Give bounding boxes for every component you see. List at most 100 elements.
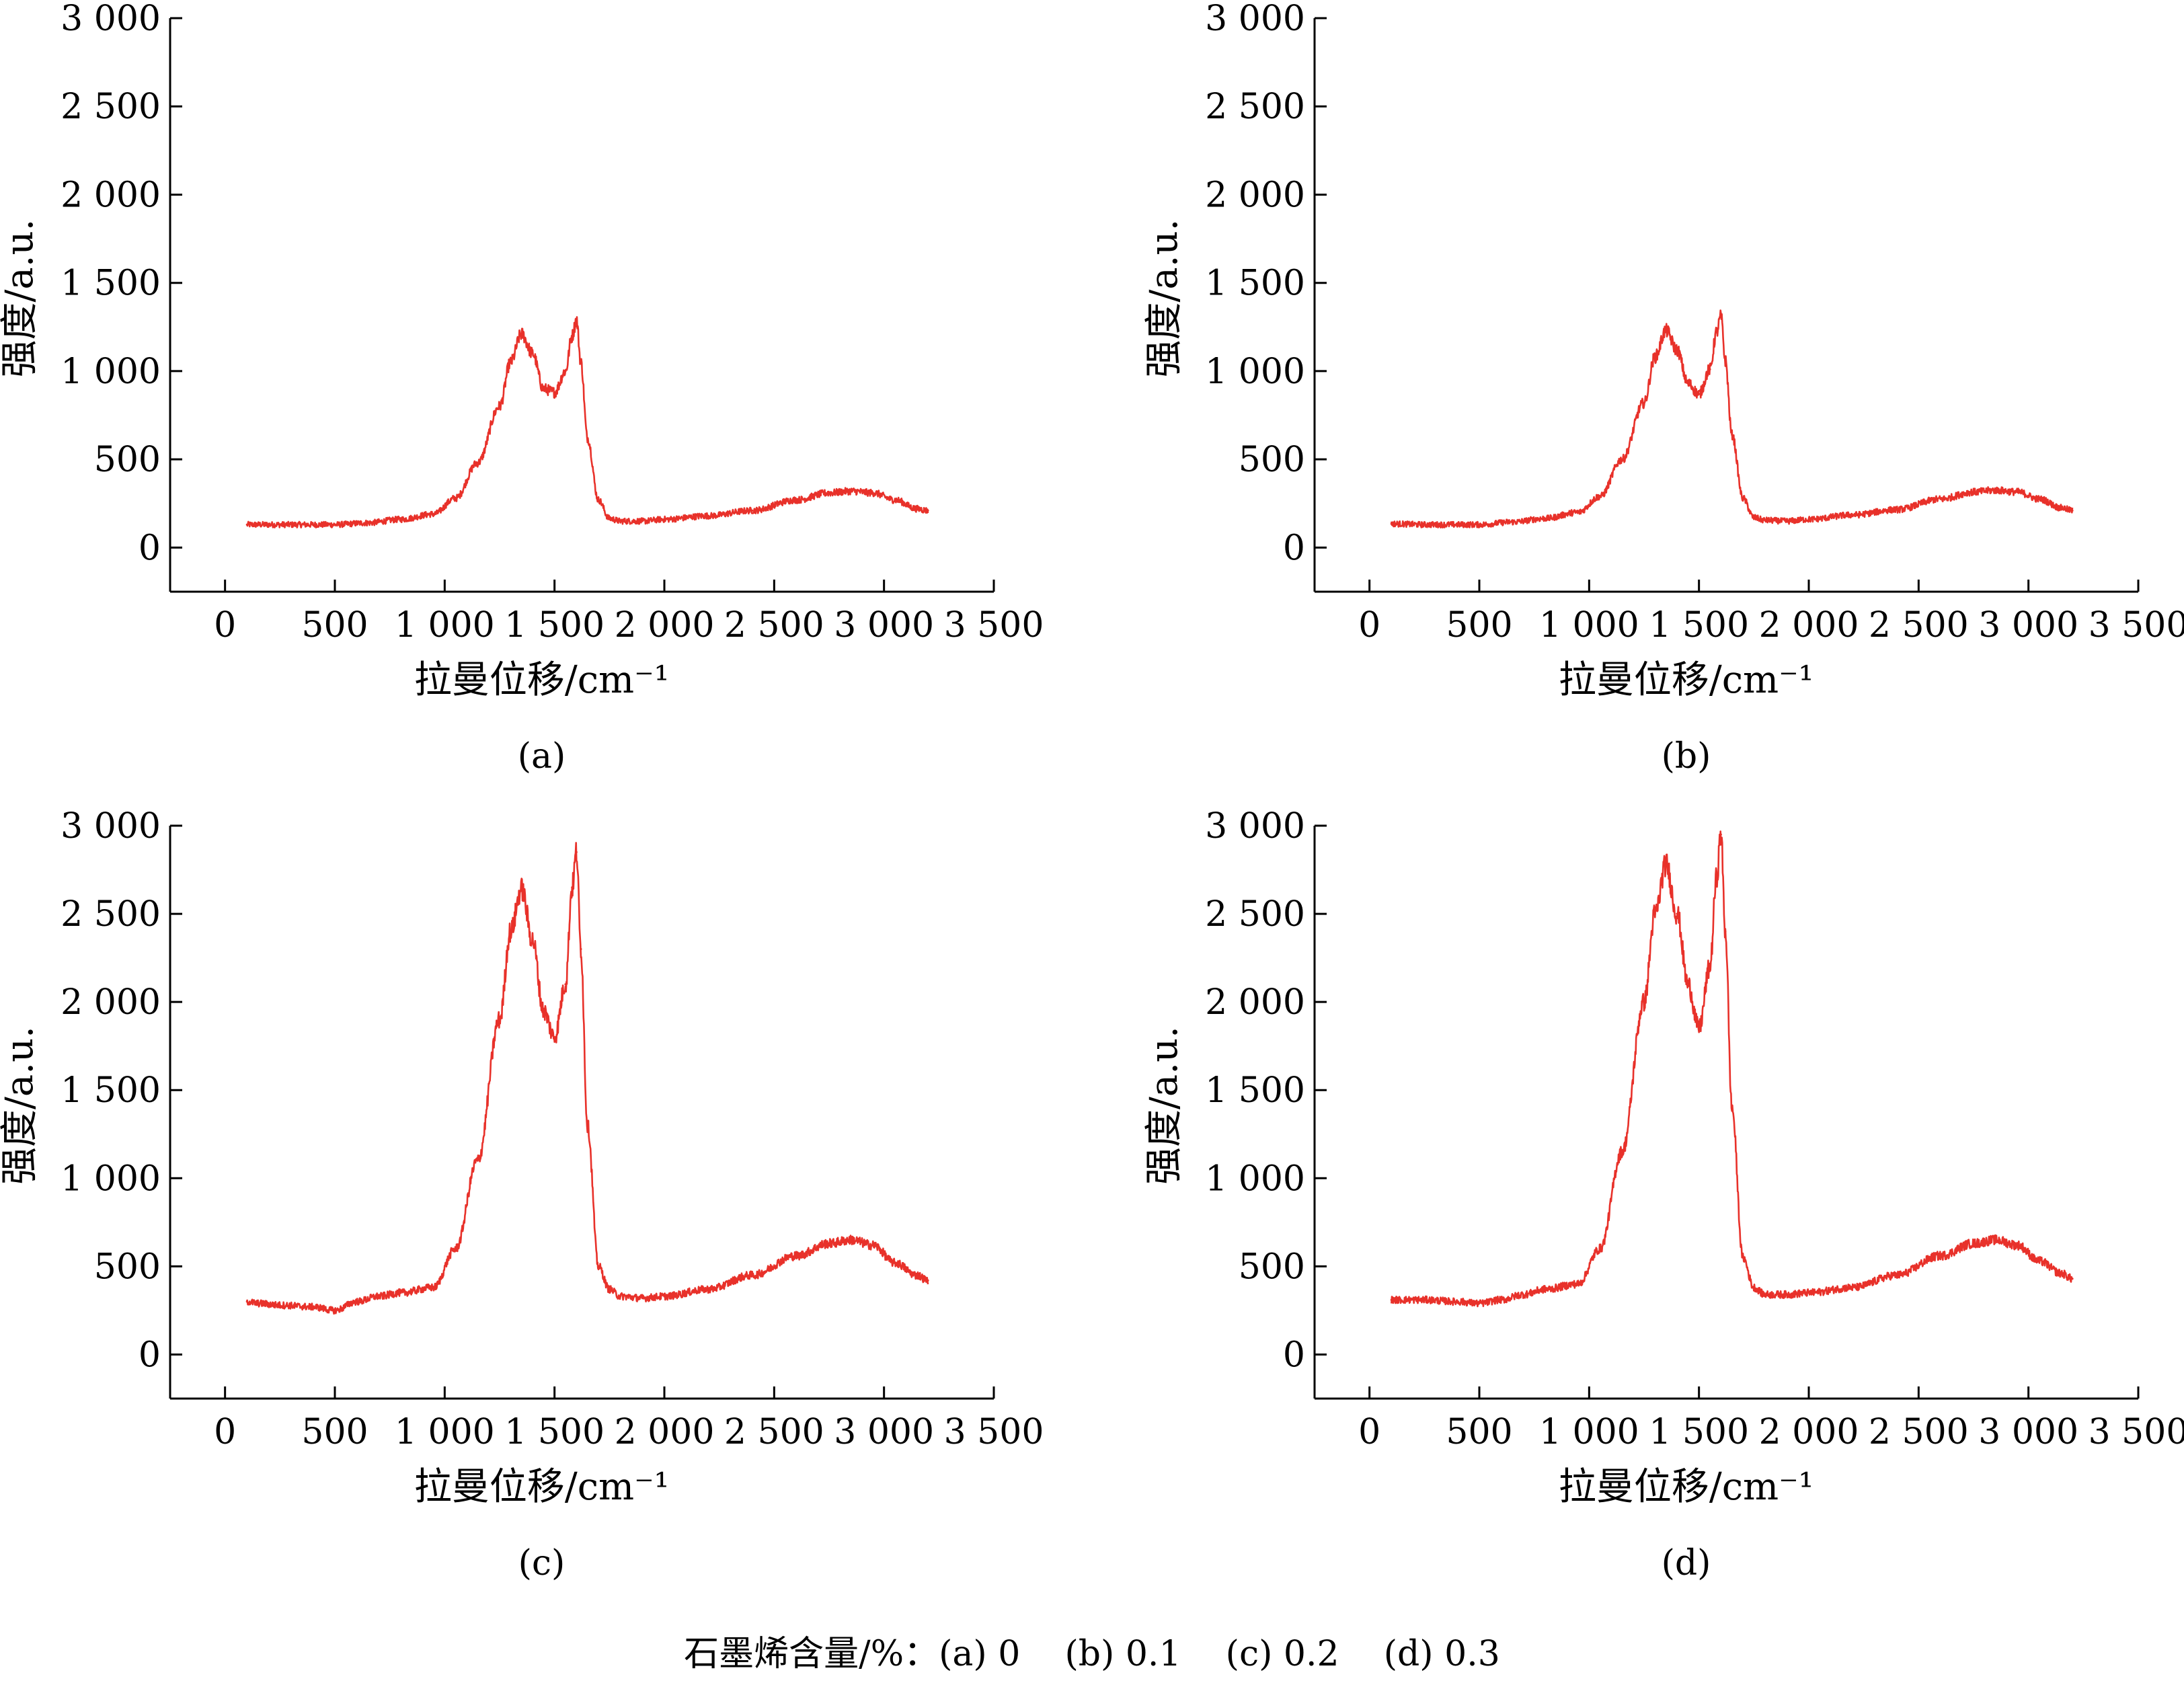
data-point <box>1686 983 1689 986</box>
data-point <box>871 1244 874 1247</box>
y-tick-label: 1 000 <box>61 1159 161 1199</box>
x-tick-label: 0 <box>1358 605 1380 645</box>
data-point <box>1719 833 1722 836</box>
data-point <box>553 391 556 394</box>
panel-label: (d) <box>1662 1543 1711 1583</box>
data-point <box>571 334 574 337</box>
data-point <box>597 1265 600 1267</box>
data-point <box>1665 329 1668 332</box>
data-point <box>1752 516 1755 519</box>
x-tick-label: 3 000 <box>834 605 934 645</box>
x-axis-title: 拉曼位移/cm⁻¹ <box>1559 1465 1814 1509</box>
data-point <box>1653 912 1656 915</box>
y-axis-title: 强度/a.u. <box>0 219 42 378</box>
y-axis-title: 强度/a.u. <box>1142 1026 1186 1185</box>
x-tick-label: 1 000 <box>395 1412 495 1452</box>
y-tick-label: 0 <box>139 528 161 568</box>
y-tick-label: 2 000 <box>61 982 161 1023</box>
data-point <box>894 498 896 502</box>
x-tick-label: 2 000 <box>615 605 715 645</box>
data-point <box>1621 458 1623 461</box>
data-point <box>1994 489 1997 492</box>
data-point <box>575 319 578 321</box>
data-point <box>311 523 314 526</box>
data-point <box>1665 863 1668 866</box>
y-tick-label: 1 500 <box>61 1070 161 1111</box>
data-point <box>575 851 578 853</box>
data-point <box>1994 1239 1997 1241</box>
data-point <box>1807 518 1810 521</box>
x-tick-label: 3 000 <box>1978 605 2078 645</box>
data-point <box>509 930 512 933</box>
data-point <box>1719 315 1722 318</box>
figure-caption: 石墨烯含量/%：(a) 0 (b) 0.1 (c) 0.2 (d) 0.3 <box>0 1627 2184 1681</box>
data-point <box>1715 877 1718 880</box>
data-point <box>707 514 709 517</box>
x-tick-label: 2 000 <box>1759 1412 1859 1452</box>
data-point <box>850 1239 853 1241</box>
y-tick-label: 2 000 <box>1205 982 1305 1023</box>
x-axis-title: 拉曼位移/cm⁻¹ <box>414 658 669 702</box>
data-point <box>1423 1298 1426 1301</box>
data-point <box>571 886 574 889</box>
data-point <box>580 361 582 364</box>
data-point <box>871 492 874 494</box>
data-point <box>1500 1298 1503 1301</box>
data-point <box>1544 1288 1547 1291</box>
data-point <box>564 370 567 373</box>
data-point <box>597 498 600 502</box>
data-point <box>1698 1027 1701 1030</box>
data-point <box>795 498 797 502</box>
x-tick-label: 1 000 <box>1539 605 1639 645</box>
data-point <box>707 1288 709 1291</box>
data-point <box>1752 1286 1755 1289</box>
data-point <box>257 1302 260 1304</box>
data-point <box>1731 1106 1733 1109</box>
data-point <box>828 492 830 494</box>
data-point <box>1478 523 1481 526</box>
data-point <box>564 983 567 986</box>
y-axis-title: 强度/a.u. <box>0 1026 42 1185</box>
x-tick-label: 1 500 <box>1649 1412 1749 1452</box>
y-tick-label: 500 <box>94 440 161 480</box>
data-point <box>1764 519 1766 522</box>
data-point <box>1676 912 1678 915</box>
data-point <box>334 1309 336 1312</box>
data-point <box>531 939 534 941</box>
data-point <box>1709 966 1711 968</box>
x-tick-label: 0 <box>214 1412 236 1452</box>
caption-item-a: (a) 0 <box>939 1634 1021 1674</box>
data-point <box>1599 1247 1602 1250</box>
y-tick-label: 3 000 <box>1205 0 1305 39</box>
x-tick-label: 2 500 <box>1869 1412 1969 1452</box>
data-point <box>542 1009 545 1012</box>
x-tick-label: 1 000 <box>395 605 495 645</box>
y-tick-label: 3 000 <box>61 806 161 847</box>
data-point <box>278 1304 281 1306</box>
y-tick-label: 1 500 <box>1205 264 1305 304</box>
data-point <box>1577 511 1580 514</box>
data-point <box>1731 433 1733 436</box>
data-point <box>1390 522 1393 525</box>
y-tick-label: 1 500 <box>1205 1070 1305 1111</box>
data-point <box>1764 1293 1766 1296</box>
data-point <box>1896 1273 1898 1277</box>
data-point <box>751 1273 754 1277</box>
data-point <box>245 523 248 526</box>
data-point <box>366 522 369 524</box>
data-point <box>334 523 336 526</box>
caption-item-c: (c) 0.2 <box>1225 1634 1339 1674</box>
data-point <box>619 1295 622 1298</box>
data-point <box>1686 382 1689 385</box>
caption-label: 石墨烯含量/%： <box>684 1634 939 1674</box>
data-point <box>641 1297 644 1300</box>
data-point <box>476 461 479 465</box>
y-tick-label: 3 000 <box>61 0 161 39</box>
y-tick-label: 2 500 <box>61 87 161 127</box>
data-point <box>2060 506 2063 509</box>
data-point <box>1851 1286 1854 1289</box>
